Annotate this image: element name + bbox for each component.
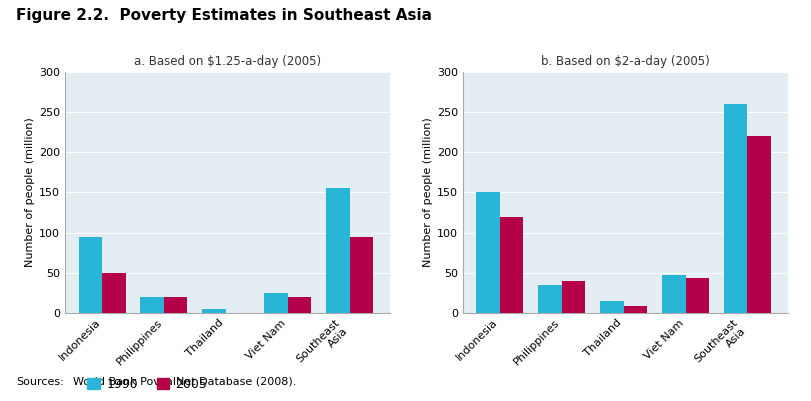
Bar [684,278,708,313]
Bar [349,237,372,313]
Bar [102,273,126,313]
Bar [723,104,746,313]
Bar [599,301,623,313]
Title: a. Based on $1.25-a-day (2005): a. Based on $1.25-a-day (2005) [134,55,320,68]
Y-axis label: Number of people (million): Number of people (million) [423,117,432,267]
Bar [79,237,102,313]
Text: Figure 2.2.  Poverty Estimates in Southeast Asia: Figure 2.2. Poverty Estimates in Southea… [16,8,431,23]
Title: b. Based on $2-a-day (2005): b. Based on $2-a-day (2005) [540,55,709,68]
Bar [538,285,561,313]
Bar [202,309,225,313]
Bar [476,192,500,313]
Bar [623,306,646,313]
Bar [746,136,770,313]
Text: World Bank PovcalNet Database (2008).: World Bank PovcalNet Database (2008). [73,377,296,387]
Bar [561,281,585,313]
Bar [500,217,523,313]
Bar [140,297,164,313]
Bar [661,275,684,313]
Bar [326,188,349,313]
Bar [287,297,311,313]
Y-axis label: Number of people (million): Number of people (million) [25,117,35,267]
Bar [264,293,287,313]
Text: Sources:: Sources: [16,377,64,387]
Legend: 1990, 2005: 1990, 2005 [88,378,207,391]
Bar [164,297,187,313]
